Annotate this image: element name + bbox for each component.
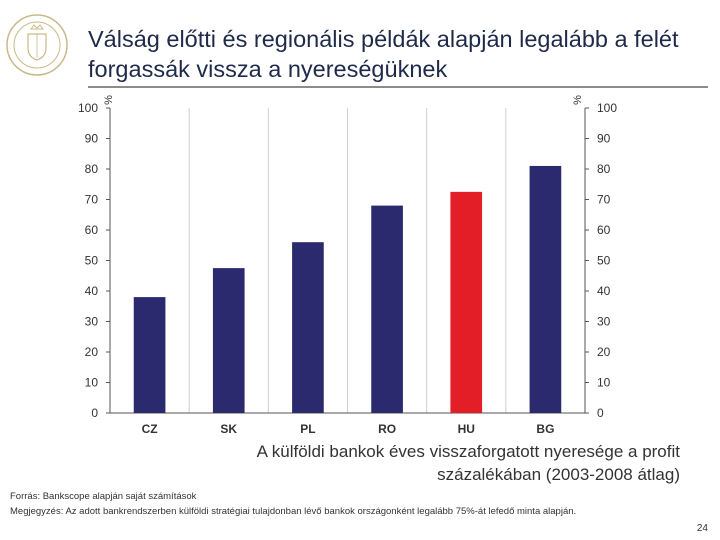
right-tick-label: 100 [597,101,617,115]
left-tick-label: 40 [85,284,99,298]
right-tick-label: 40 [597,284,611,298]
right-tick-label: 0 [597,406,604,420]
page-number: 24 [696,523,708,534]
left-tick-label: 90 [85,132,99,146]
left-tick-label: 20 [85,345,99,359]
left-tick-label: 100 [78,101,98,115]
bar-pl [292,242,324,413]
right-tick-label: 70 [597,193,611,207]
right-tick-label: 20 [597,345,611,359]
bar-hu [450,191,483,413]
category-label: PL [300,422,315,436]
source-note: Forrás: Bankscope alapján saját számítás… [10,491,197,502]
category-label: SK [220,422,237,436]
category-label: RO [378,422,396,436]
left-tick-label: 70 [85,193,99,207]
footnote: Megjegyzés: Az adott bankrendszerben kül… [10,506,577,517]
left-axis-unit-label: % [103,95,115,105]
left-tick-label: 10 [85,376,99,390]
left-tick-label: 30 [85,315,99,329]
left-tick-label: 0 [91,406,98,420]
category-label: BG [536,422,554,436]
bar-bg [529,165,562,413]
bar-cz [133,297,166,413]
bar-sk [212,268,245,413]
right-tick-label: 80 [597,162,611,176]
left-tick-label: 60 [85,223,99,237]
category-label: HU [458,422,475,436]
right-tick-label: 50 [597,254,611,268]
left-tick-label: 80 [85,162,99,176]
left-tick-label: 50 [85,254,99,268]
right-axis-unit-label: % [572,95,584,105]
central-bank-seal-logo [6,14,68,76]
chart-caption: A külföldi bankok éves visszaforgatott n… [256,442,680,484]
right-tick-label: 60 [597,223,611,237]
bar-ro [371,205,403,413]
right-tick-label: 30 [597,315,611,329]
category-label: CZ [142,422,158,436]
right-tick-label: 10 [597,376,611,390]
bar-chart: 0 0 10 10 20 20 30 30 40 40 50 50 60 60 70 70 80 80 90 90 10… [78,95,617,436]
slide-title: Válság előtti és regionális példák alapj… [88,26,679,82]
right-tick-label: 90 [597,132,611,146]
title-divider [88,86,708,88]
